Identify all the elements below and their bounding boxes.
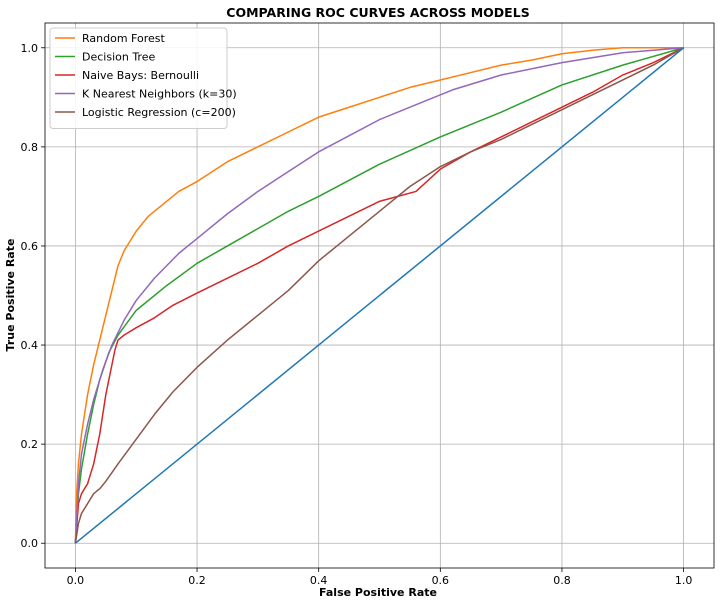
legend-entry: Random Forest [82,32,165,45]
series-line-random-forest [74,47,684,544]
x-tick-label: 0.0 [67,574,85,587]
y-tick-label: 0.2 [21,438,39,451]
series-line-k-nearest-neighbors-k-30 [74,47,684,544]
x-tick-label: 0.2 [188,574,206,587]
series-lines [74,47,685,544]
legend-entry: Decision Tree [82,51,155,64]
legend: Random Forest Decision Tree Naive Bays: Be… [49,27,237,129]
x-tick-label: 1.0 [675,574,693,587]
y-tick-label: 0.4 [21,339,39,352]
y-axis-label: True Positive Rate [4,239,17,352]
series-line-logistic-regression-c-200 [74,47,684,544]
x-tick-label: 0.8 [553,574,571,587]
series-line-naive-bays-bernoulli [74,47,684,544]
x-axis-label: False Positive Rate [319,586,437,599]
series-line-decision-tree [74,47,684,544]
y-tick-label: 0.6 [21,240,39,253]
chart-title: COMPARING ROC CURVES ACROSS MODELS [226,5,529,20]
plot-frame [44,22,715,569]
legend-entry: Naive Bays: Bernoulli [82,69,199,82]
y-tick-label: 0.8 [21,141,39,154]
x-tick-label: 0.6 [432,574,450,587]
y-axis-ticks: 0.0 0.2 0.4 0.6 0.8 1.0 [21,42,45,550]
series-line-chance [74,47,685,544]
y-tick-label: 0.0 [21,537,39,550]
legend-entry: Logistic Regression (c=200) [82,106,236,119]
y-tick-label: 1.0 [21,42,39,55]
legend-box [49,27,228,129]
x-axis-ticks: 0.0 0.2 0.4 0.6 0.8 1.0 [67,568,693,587]
legend-entry: K Nearest Neighbors (k=30) [82,88,237,101]
x-tick-label: 0.4 [310,574,328,587]
